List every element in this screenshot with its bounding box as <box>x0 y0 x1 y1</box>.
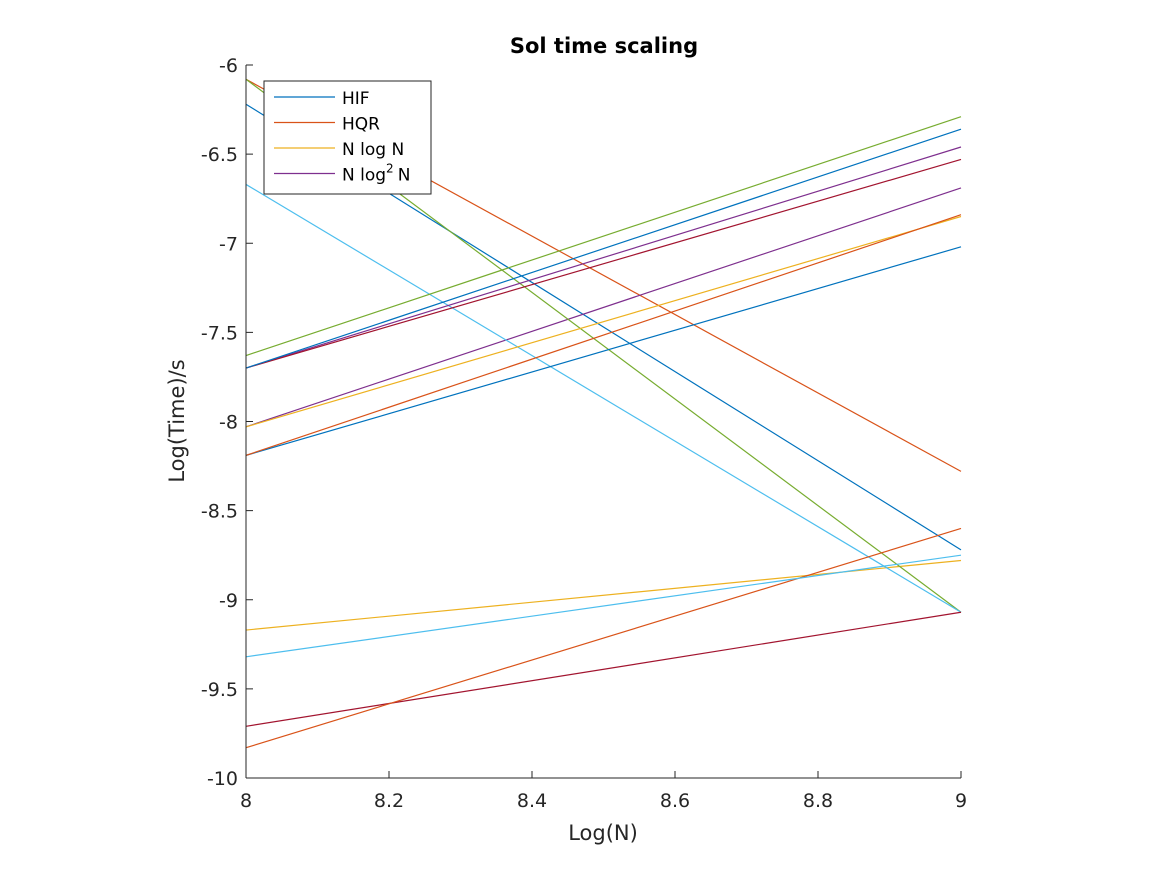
x-tick-label: 8.4 <box>517 790 547 812</box>
series-line-15 <box>245 128 962 369</box>
x-tick-label: 8.2 <box>374 790 404 812</box>
series-line-12 <box>245 116 962 357</box>
x-ticks: 8 8.2 8.4 8.6 8.8 9 <box>240 771 967 812</box>
y-tick-label: -7 <box>219 233 238 255</box>
series-line-7 <box>245 611 962 727</box>
series-line-4 <box>245 187 962 428</box>
y-tick-label: -9.5 <box>201 679 238 701</box>
series-line-11 <box>245 146 962 369</box>
legend-label: HIF <box>342 89 370 109</box>
chart-title: Sol time scaling <box>510 34 698 58</box>
x-tick-label: 8.8 <box>803 790 833 812</box>
legend: HIF HQR N log NN log2 N <box>263 80 432 195</box>
y-tick-label: -6 <box>219 55 238 77</box>
series-line-10 <box>245 215 962 428</box>
y-tick-label: -8 <box>219 412 238 434</box>
x-axis-label: Log(N) <box>568 821 638 845</box>
legend-label: N log N <box>342 140 404 160</box>
legend-box <box>263 80 432 195</box>
y-tick-label: -10 <box>207 768 238 790</box>
series-line-8 <box>245 246 962 456</box>
y-ticks: -10 -9.5 -9 -8.5 -8 -7.5 -7 -6.5 -6 <box>201 55 253 790</box>
legend-label: HQR <box>342 115 380 135</box>
legend-label: N log2 N <box>342 162 410 186</box>
y-axis-label: Log(Time)/s <box>165 359 189 482</box>
series-line-6 <box>245 183 962 613</box>
y-tick-label: -9 <box>219 590 238 612</box>
series-line-16 <box>245 214 962 456</box>
y-tick-label: -6.5 <box>201 144 238 166</box>
y-tick-label: -8.5 <box>201 501 238 523</box>
x-tick-label: 8 <box>240 790 252 812</box>
series-line-9 <box>245 527 962 749</box>
legend-items: HIF HQR N log NN log2 N <box>274 89 410 186</box>
x-tick-label: 8.6 <box>660 790 690 812</box>
y-tick-label: -7.5 <box>201 322 238 344</box>
series-line-13 <box>245 554 962 658</box>
x-tick-label: 9 <box>955 790 967 812</box>
series-line-14 <box>245 158 962 369</box>
